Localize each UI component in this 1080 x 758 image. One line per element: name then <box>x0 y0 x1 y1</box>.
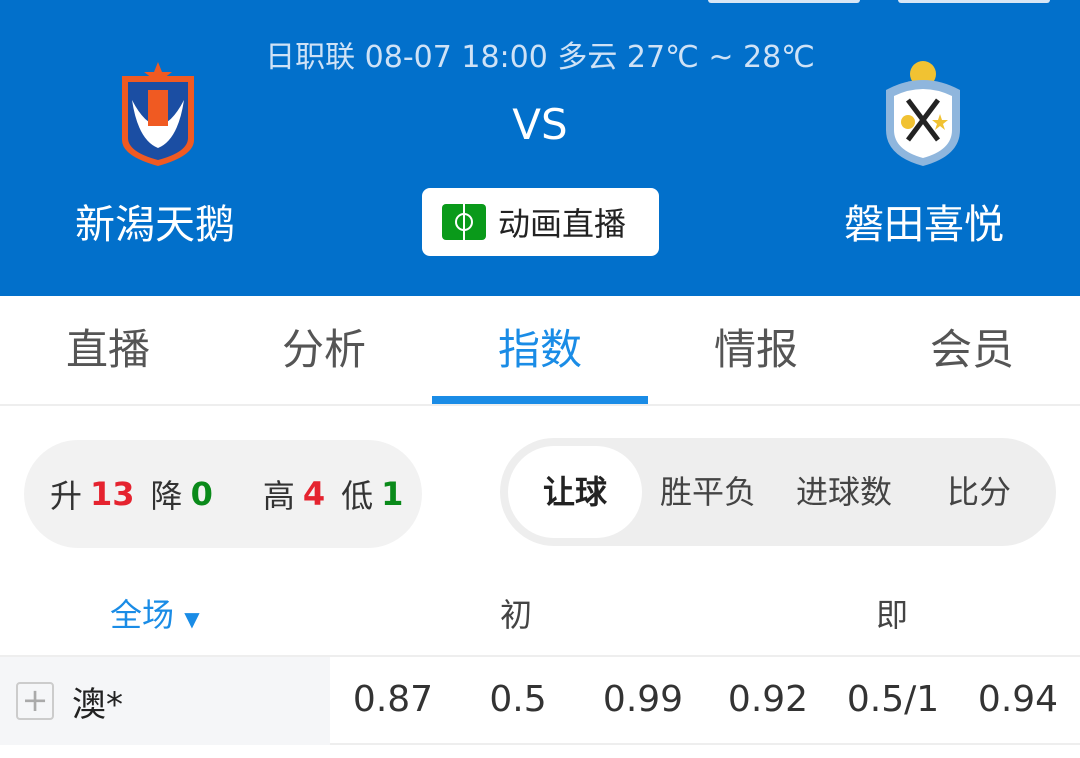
top-tab-stub <box>898 0 1050 3</box>
live-button-label: 动画直播 <box>498 205 627 243</box>
live-away-odds: 0.94 <box>977 679 1059 720</box>
vs-label: VS <box>512 100 568 149</box>
top-tab-stub <box>708 0 860 3</box>
away-team-name[interactable]: 磐田喜悦 <box>844 202 1004 248</box>
tab-bar: 直播 分析 指数 情报 会员 <box>0 296 1080 406</box>
tab-odds[interactable]: 指数 <box>432 296 648 404</box>
home-team-logo[interactable] <box>118 60 198 168</box>
live-home-odds: 0.92 <box>727 679 809 720</box>
down-count: 0 <box>190 475 213 513</box>
company-name: 澳* <box>72 684 123 725</box>
high-label: 高 <box>262 477 295 515</box>
tab-analysis[interactable]: 分析 <box>281 325 366 374</box>
column-initial: 初 <box>500 596 533 634</box>
segment-win-draw-loss[interactable]: 胜平负 <box>659 473 756 511</box>
caret-down-icon: ▼ <box>184 607 200 631</box>
segment-score[interactable]: 比分 <box>946 473 1011 511</box>
match-header: 日职联 08-07 18:00 多云 27℃ ~ 28℃ VS 新潟天鹅 磐田喜… <box>0 0 1080 296</box>
initial-home-odds: 0.87 <box>352 679 434 720</box>
segment-total-goals[interactable]: 进球数 <box>795 473 892 511</box>
initial-handicap: 0.5 <box>489 679 547 720</box>
down-label: 降 <box>150 477 183 515</box>
match-info: 日职联 08-07 18:00 多云 27℃ ~ 28℃ <box>265 40 815 75</box>
up-count: 13 <box>90 475 135 513</box>
table-row[interactable]: + 澳* 0.87 0.5 0.99 0.92 0.5/1 0.94 <box>0 655 1080 745</box>
low-label: 低 <box>341 477 374 515</box>
tab-intel[interactable]: 情报 <box>713 325 798 374</box>
home-team-name[interactable]: 新潟天鹅 <box>75 202 235 248</box>
odds-type-selector: 让球 胜平负 进球数 比分 <box>500 438 1056 546</box>
segment-handicap[interactable]: 让球 <box>508 446 642 538</box>
initial-away-odds: 0.99 <box>602 679 684 720</box>
tab-live[interactable]: 直播 <box>65 325 150 374</box>
expand-plus-icon[interactable]: + <box>16 682 54 720</box>
tab-member[interactable]: 会员 <box>929 325 1014 374</box>
scope-dropdown[interactable]: 全场 ▼ <box>110 590 200 636</box>
high-count: 4 <box>302 475 326 513</box>
pitch-icon <box>442 204 486 240</box>
low-count: 1 <box>381 475 404 513</box>
up-label: 升 <box>50 477 83 515</box>
away-team-logo[interactable] <box>880 60 966 168</box>
animation-live-button[interactable]: 动画直播 <box>422 188 659 256</box>
live-handicap: 0.5/1 <box>846 679 940 720</box>
column-live: 即 <box>876 596 909 634</box>
scope-label: 全场 <box>110 596 175 634</box>
